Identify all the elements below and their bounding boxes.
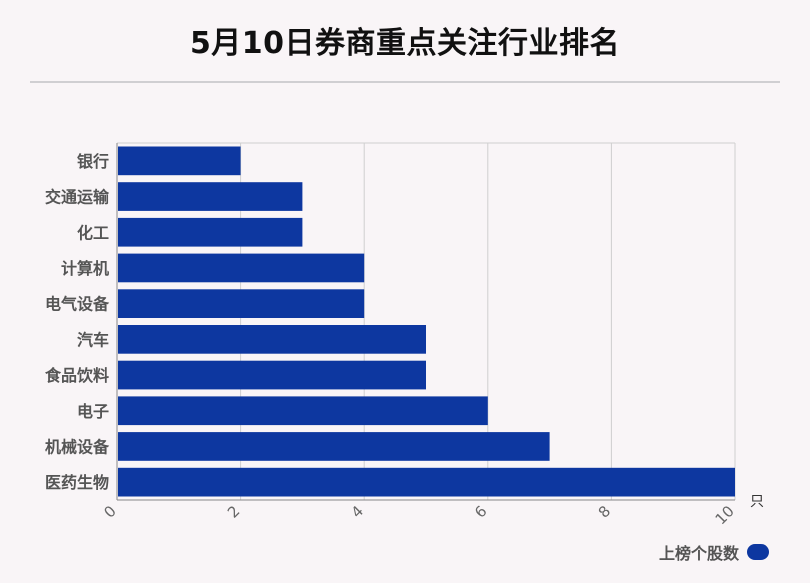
title-divider (30, 81, 780, 83)
bar-2[interactable] (118, 217, 303, 247)
bar-7[interactable] (118, 396, 488, 426)
category-label: 医药生物 (45, 473, 109, 492)
bar-1[interactable] (118, 182, 303, 211)
category-label: 化工 (77, 223, 109, 242)
category-label: 交通运输 (45, 188, 110, 207)
bar-6[interactable] (118, 360, 426, 390)
category-label: 计算机 (61, 259, 109, 278)
bar-5[interactable] (118, 325, 426, 354)
category-label: 汽车 (77, 330, 109, 349)
x-tick-label: 6 (471, 502, 490, 521)
category-label: 电子 (77, 402, 109, 421)
x-tick-label: 2 (224, 502, 243, 521)
x-unit-label: 只 (750, 494, 764, 510)
category-label: 银行 (77, 152, 109, 171)
bar-3[interactable] (118, 253, 365, 283)
legend[interactable]: 上榜个股数 (659, 540, 769, 564)
x-tick-label: 8 (595, 502, 614, 521)
legend-swatch (747, 544, 769, 560)
chart-title: 5月10日券商重点关注行业排名 (189, 26, 621, 61)
bar-8[interactable] (118, 432, 550, 461)
x-tick-label: 0 (100, 502, 119, 521)
x-tick-labels: 0 2 4 6 8 10 (100, 502, 737, 528)
bar-4[interactable] (118, 289, 365, 318)
category-label: 食品饮料 (44, 366, 109, 385)
bar-9[interactable] (118, 467, 735, 497)
category-label: 机械设备 (45, 437, 110, 456)
bar-0[interactable] (118, 146, 241, 176)
x-tick-label: 4 (348, 502, 367, 521)
legend-label: 上榜个股数 (658, 544, 739, 563)
x-tick-label: 10 (712, 502, 738, 528)
bars (118, 146, 735, 497)
category-label: 电气设备 (45, 295, 110, 314)
